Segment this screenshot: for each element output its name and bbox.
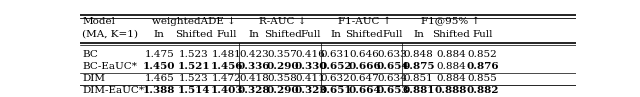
Text: 0.881: 0.881: [403, 86, 435, 95]
Text: 1.481: 1.481: [212, 50, 242, 59]
Text: 0.634: 0.634: [378, 74, 408, 83]
Text: 0.855: 0.855: [468, 74, 497, 83]
Text: (MA, K=1): (MA, K=1): [83, 30, 138, 39]
Text: 0.330: 0.330: [294, 62, 327, 71]
Text: 0.651: 0.651: [319, 86, 352, 95]
Text: 0.358: 0.358: [268, 74, 298, 83]
Text: 1.475: 1.475: [145, 50, 174, 59]
Text: 0.647: 0.647: [349, 74, 380, 83]
Text: 1.521: 1.521: [177, 62, 210, 71]
Text: 0.876: 0.876: [467, 62, 499, 71]
Text: 0.654: 0.654: [376, 62, 409, 71]
Text: 0.416: 0.416: [296, 50, 326, 59]
Text: Full: Full: [472, 30, 493, 39]
Text: 0.884: 0.884: [436, 74, 466, 83]
Text: 1.388: 1.388: [143, 86, 175, 95]
Text: In: In: [413, 30, 424, 39]
Text: 0.328: 0.328: [237, 86, 270, 95]
Text: Shifted: Shifted: [432, 30, 470, 39]
Text: 1.472: 1.472: [212, 74, 242, 83]
Text: 1.403: 1.403: [211, 86, 243, 95]
Text: 0.336: 0.336: [237, 62, 270, 71]
Text: 0.884: 0.884: [436, 62, 466, 71]
Text: 1.523: 1.523: [179, 74, 209, 83]
Text: F1-AUC ↑: F1-AUC ↑: [338, 17, 391, 26]
Text: 0.290: 0.290: [266, 86, 299, 95]
Text: 0.884: 0.884: [436, 50, 466, 59]
Text: Full: Full: [382, 30, 403, 39]
Text: DIM: DIM: [83, 74, 106, 83]
Text: 0.646: 0.646: [349, 50, 380, 59]
Text: 0.664: 0.664: [348, 86, 381, 95]
Text: 0.633: 0.633: [378, 50, 408, 59]
Text: 1.456: 1.456: [211, 62, 243, 71]
Text: Shifted: Shifted: [346, 30, 383, 39]
Text: 1.465: 1.465: [145, 74, 174, 83]
Text: 0.418: 0.418: [239, 74, 269, 83]
Text: 0.852: 0.852: [468, 50, 497, 59]
Text: 0.652: 0.652: [319, 62, 352, 71]
Text: Model: Model: [83, 17, 115, 26]
Text: BC: BC: [83, 50, 99, 59]
Text: 0.848: 0.848: [404, 50, 433, 59]
Text: 0.323: 0.323: [294, 86, 327, 95]
Text: 1.450: 1.450: [143, 62, 175, 71]
Text: In: In: [154, 30, 164, 39]
Text: 0.632: 0.632: [321, 74, 351, 83]
Text: Full: Full: [217, 30, 237, 39]
Text: 0.875: 0.875: [403, 62, 435, 71]
Text: F1@95% ↑: F1@95% ↑: [421, 17, 481, 26]
Text: 0.423: 0.423: [239, 50, 269, 59]
Text: In: In: [330, 30, 341, 39]
Text: R-AUC ↓: R-AUC ↓: [259, 17, 307, 26]
Text: 0.631: 0.631: [321, 50, 351, 59]
Text: 0.357: 0.357: [268, 50, 298, 59]
Text: Shifted: Shifted: [264, 30, 301, 39]
Text: 0.666: 0.666: [348, 62, 381, 71]
Text: 1.514: 1.514: [177, 86, 210, 95]
Text: Full: Full: [300, 30, 321, 39]
Text: BC-EaUC*: BC-EaUC*: [83, 62, 138, 71]
Text: 0.882: 0.882: [467, 86, 499, 95]
Text: 0.290: 0.290: [266, 62, 299, 71]
Text: 0.411: 0.411: [296, 74, 326, 83]
Text: DIM-EaUC*: DIM-EaUC*: [83, 86, 145, 95]
Text: 0.888: 0.888: [435, 86, 467, 95]
Text: In: In: [248, 30, 259, 39]
Text: 1.523: 1.523: [179, 50, 209, 59]
Text: 0.653: 0.653: [376, 86, 409, 95]
Text: Shifted: Shifted: [175, 30, 212, 39]
Text: 0.851: 0.851: [404, 74, 433, 83]
Text: weightedADE ↓: weightedADE ↓: [152, 17, 236, 26]
